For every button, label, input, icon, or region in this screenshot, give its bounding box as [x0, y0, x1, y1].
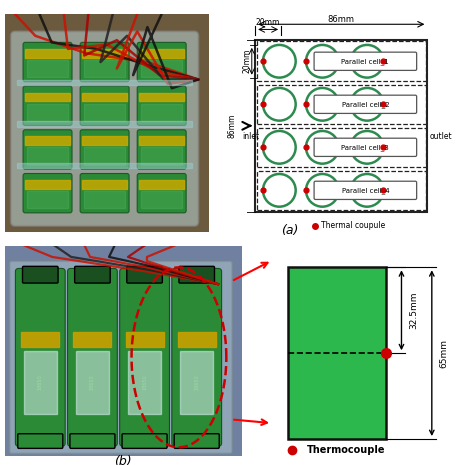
Bar — [27, 191, 68, 208]
Bar — [82, 93, 127, 101]
Bar — [257, 171, 426, 210]
Text: 18650: 18650 — [90, 375, 95, 390]
Bar — [257, 41, 426, 81]
Bar — [24, 351, 57, 414]
Text: 18650: 18650 — [194, 375, 199, 390]
FancyBboxPatch shape — [137, 86, 186, 126]
Text: Parallel cell_2: Parallel cell_2 — [342, 101, 389, 108]
Bar — [84, 104, 125, 121]
Bar — [82, 49, 127, 58]
FancyBboxPatch shape — [314, 181, 417, 199]
Bar — [17, 163, 192, 168]
Bar — [25, 93, 70, 101]
Bar — [257, 85, 426, 124]
Bar — [141, 60, 182, 77]
FancyBboxPatch shape — [23, 173, 72, 213]
Bar — [178, 332, 216, 347]
Bar — [141, 104, 182, 121]
FancyBboxPatch shape — [67, 268, 117, 446]
Bar — [126, 332, 164, 347]
FancyBboxPatch shape — [23, 130, 72, 169]
FancyBboxPatch shape — [70, 434, 115, 448]
FancyBboxPatch shape — [172, 268, 221, 446]
FancyBboxPatch shape — [314, 138, 417, 156]
Text: 20mm: 20mm — [243, 49, 252, 73]
FancyBboxPatch shape — [314, 95, 417, 113]
Bar — [27, 147, 68, 165]
FancyBboxPatch shape — [11, 32, 199, 226]
FancyBboxPatch shape — [174, 434, 219, 448]
Bar — [255, 40, 428, 212]
FancyBboxPatch shape — [23, 42, 72, 82]
Text: Thermocouple: Thermocouple — [307, 445, 385, 455]
Text: Parallel cell_4: Parallel cell_4 — [342, 187, 389, 194]
Bar — [84, 191, 125, 208]
Bar — [141, 147, 182, 165]
Text: 18650: 18650 — [38, 375, 43, 390]
FancyBboxPatch shape — [9, 261, 232, 454]
Bar — [128, 351, 161, 414]
Text: 20mm: 20mm — [256, 18, 280, 27]
Bar — [139, 136, 184, 145]
FancyBboxPatch shape — [119, 268, 169, 446]
Bar — [82, 180, 127, 189]
Text: (b): (b) — [114, 455, 132, 465]
FancyBboxPatch shape — [122, 434, 167, 448]
FancyBboxPatch shape — [137, 130, 186, 169]
Text: 86mm: 86mm — [328, 14, 355, 24]
Bar — [84, 60, 125, 77]
Bar — [76, 351, 109, 414]
FancyBboxPatch shape — [137, 173, 186, 213]
Text: inlet: inlet — [242, 132, 259, 140]
Bar — [17, 121, 192, 126]
Bar — [73, 332, 111, 347]
Bar — [82, 136, 127, 145]
FancyBboxPatch shape — [75, 266, 110, 283]
Bar — [25, 136, 70, 145]
Bar — [25, 180, 70, 189]
Text: 18650: 18650 — [142, 375, 147, 390]
FancyBboxPatch shape — [137, 42, 186, 82]
Bar — [139, 93, 184, 101]
Bar — [84, 147, 125, 165]
FancyBboxPatch shape — [80, 86, 129, 126]
FancyBboxPatch shape — [23, 266, 58, 283]
FancyBboxPatch shape — [80, 173, 129, 213]
FancyBboxPatch shape — [18, 434, 63, 448]
Text: 32.5mm: 32.5mm — [409, 292, 418, 329]
Bar — [139, 180, 184, 189]
FancyBboxPatch shape — [15, 268, 65, 446]
Bar — [21, 332, 59, 347]
Bar — [27, 104, 68, 121]
Text: Parallel cell_1: Parallel cell_1 — [341, 58, 389, 65]
Bar — [25, 49, 70, 58]
Text: 65mm: 65mm — [439, 339, 448, 368]
Bar — [141, 191, 182, 208]
Text: Thermal coupule: Thermal coupule — [320, 221, 385, 230]
Bar — [288, 267, 386, 439]
FancyBboxPatch shape — [23, 86, 72, 126]
Bar — [257, 127, 426, 167]
FancyBboxPatch shape — [179, 266, 214, 283]
Text: Parallel cell_3: Parallel cell_3 — [341, 144, 389, 151]
FancyBboxPatch shape — [314, 52, 417, 70]
Bar — [27, 60, 68, 77]
FancyBboxPatch shape — [80, 42, 129, 82]
Text: (a): (a) — [281, 224, 298, 237]
FancyBboxPatch shape — [127, 266, 162, 283]
Bar — [139, 49, 184, 58]
Text: outlet: outlet — [430, 132, 452, 140]
FancyBboxPatch shape — [80, 130, 129, 169]
Text: 86mm: 86mm — [228, 113, 237, 138]
Bar — [180, 351, 213, 414]
Bar — [17, 80, 192, 85]
